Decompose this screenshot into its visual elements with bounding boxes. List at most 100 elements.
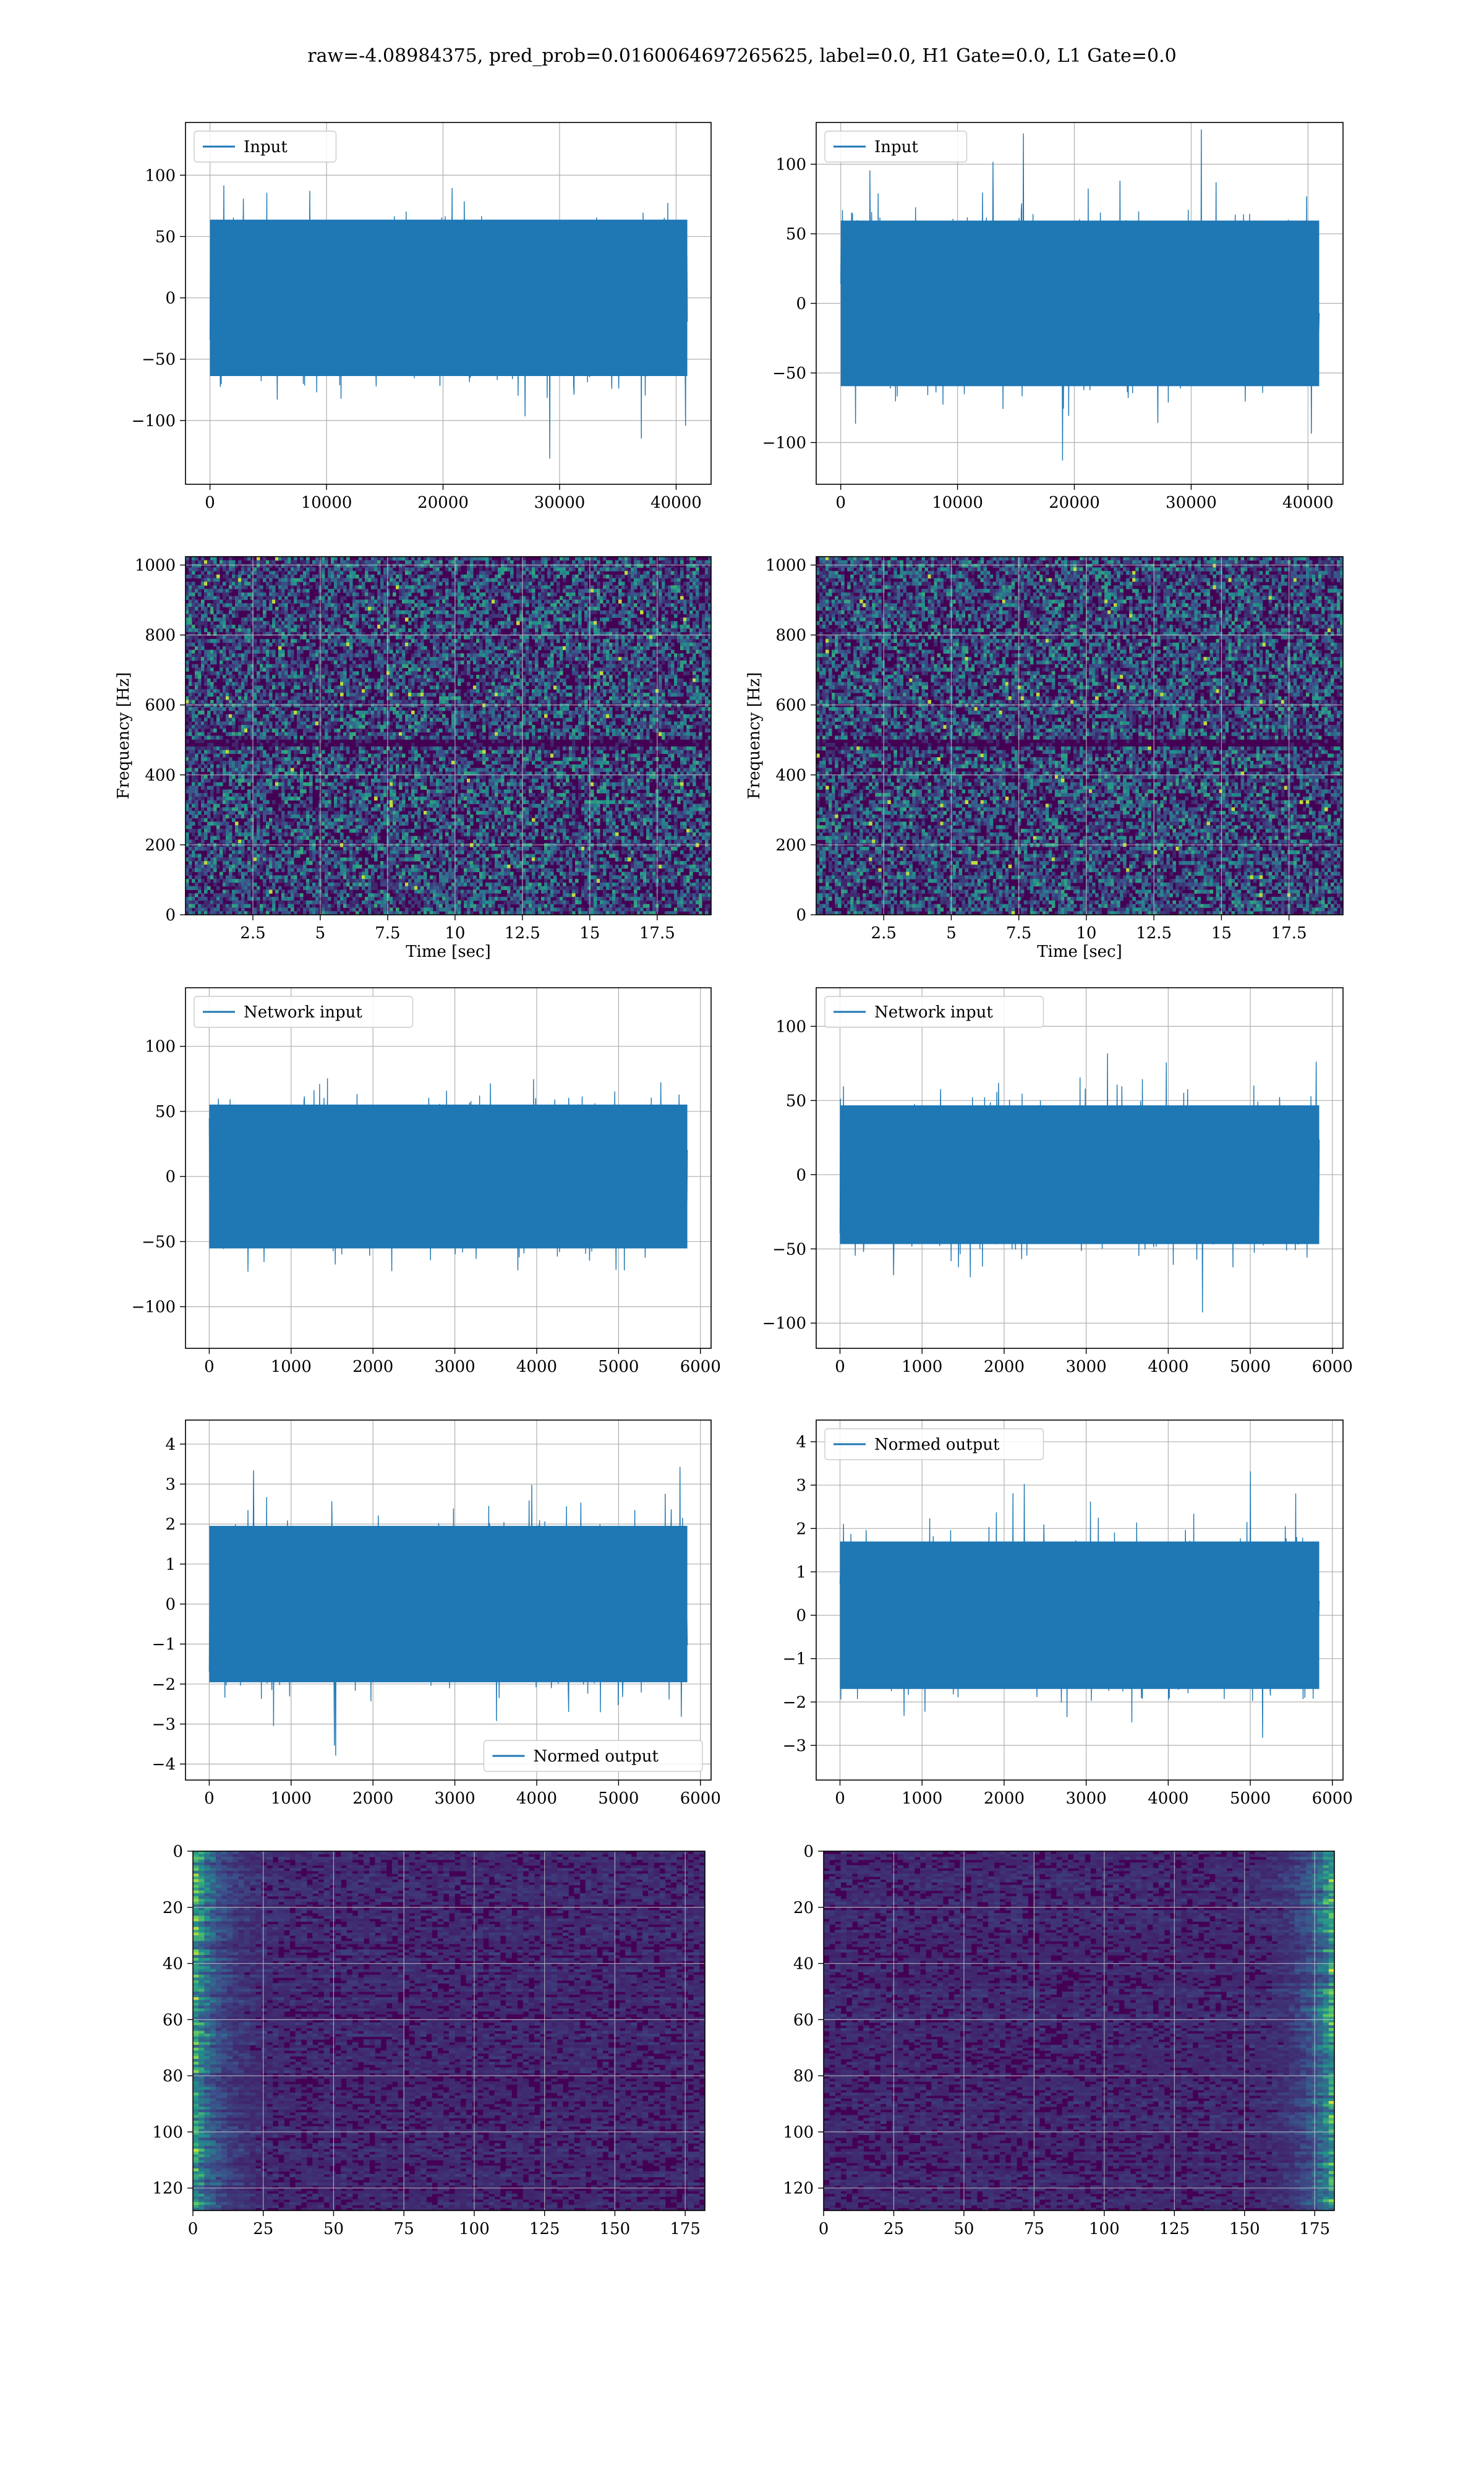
- h1-network-input-plot-area: [186, 988, 711, 1348]
- h1-features-xtick-label: 0: [188, 2220, 198, 2238]
- h1-spectrogram-cells: [186, 557, 711, 915]
- h1-spectrogram-xlabel: Time [sec]: [406, 943, 491, 961]
- l1-normed-output-legend: Normed output: [824, 1428, 1044, 1460]
- l1-input-xtick-label: 10000: [932, 494, 983, 512]
- l1-spectrogram-xtick-label: 10: [1076, 924, 1096, 943]
- l1-network-input-plot-area: [816, 988, 1343, 1348]
- l1-network-input-xtick-label: 0: [835, 1358, 845, 1376]
- l1-input-xtick-label: 20000: [1049, 494, 1100, 512]
- h1-features-xtick-label: 50: [323, 2220, 344, 2238]
- h1-features-cells: [193, 1851, 705, 2211]
- h1-normed-output-series-band: [209, 1526, 688, 1682]
- l1-spectrogram-xtick-label: 17.5: [1271, 924, 1307, 943]
- h1-features-xtick-label: 175: [670, 2220, 701, 2238]
- l1-normed-output-xtick-label: 3000: [1066, 1789, 1107, 1808]
- l1-network-input-legend-label: Network input: [874, 1003, 993, 1022]
- h1-network-input-xtick-label: 6000: [680, 1358, 721, 1376]
- h1-spectrogram-ytick-label: 800: [145, 627, 176, 645]
- h1-features-ytick-label: 80: [163, 2067, 183, 2086]
- l1-network-input-panel: 0 1000 2000 3000 4000 5000 6000 −100 −50 0 50 100 Ne…: [762, 987, 1353, 1376]
- l1-input-xtick-label: 0: [835, 494, 846, 512]
- h1-network-input-xtick-label: 2000: [352, 1358, 393, 1376]
- l1-spectrogram-ytick-label: 1000: [765, 557, 806, 575]
- l1-spectrogram-cells: [816, 557, 1343, 915]
- l1-features-ytick-label: 80: [793, 2067, 814, 2086]
- l1-network-input-legend: Network input: [824, 996, 1044, 1028]
- h1-normed-output-xtick-label: 3000: [435, 1789, 475, 1808]
- l1-features-xtick-label: 125: [1159, 2220, 1190, 2238]
- l1-normed-output-legend-label: Normed output: [874, 1436, 1000, 1454]
- l1-normed-output-ytick-label: 1: [796, 1563, 806, 1582]
- l1-input-xtick-label: 40000: [1282, 494, 1334, 512]
- l1-input-ytick-label: 100: [775, 156, 806, 174]
- h1-features-ytick-label: 60: [163, 2011, 183, 2029]
- h1-spectrogram-xtick-label: 10: [445, 924, 465, 943]
- h1-input-legend: Input: [194, 131, 337, 163]
- l1-spectrogram-ytick-label: 600: [775, 696, 806, 715]
- h1-features-ytick-label: 100: [152, 2123, 183, 2142]
- h1-spectrogram-ytick-label: 1000: [135, 557, 176, 575]
- l1-normed-output-xtick-label: 5000: [1230, 1789, 1271, 1808]
- l1-features-panel: 0 25 50 75 100 125 150 175 0 20 40 60 80 100 120: [783, 1843, 1335, 2238]
- l1-network-input-ytick-label: −100: [762, 1314, 806, 1333]
- l1-input-plot-area: [816, 122, 1343, 484]
- h1-input-ytick-label: −100: [132, 412, 176, 430]
- figure-title: raw=-4.08984375, pred_prob=0.01600646972…: [307, 45, 1176, 67]
- l1-features-plot-area: [824, 1851, 1334, 2211]
- h1-spectrogram-xtick-label: 15: [579, 924, 600, 943]
- l1-features-ytick-label: 60: [793, 2011, 814, 2029]
- h1-input-ytick-label: 100: [145, 166, 176, 185]
- h1-normed-output-ytick-label: −1: [152, 1635, 176, 1654]
- l1-normed-output-xtick-label: 1000: [902, 1789, 942, 1808]
- h1-features-ytick-label: 20: [163, 1899, 183, 1917]
- h1-network-input-ytick-label: −50: [142, 1233, 176, 1251]
- h1-normed-output-ytick-label: −3: [152, 1715, 176, 1734]
- h1-normed-output-legend-label: Normed output: [534, 1747, 659, 1766]
- l1-normed-output-ytick-label: 2: [796, 1520, 806, 1538]
- l1-spectrogram-xtick-label: 12.5: [1136, 924, 1172, 943]
- h1-network-input-xtick-label: 4000: [516, 1358, 557, 1376]
- l1-spectrogram-plot-area: [816, 557, 1343, 915]
- l1-normed-output-ytick-label: 3: [796, 1476, 806, 1495]
- h1-features-xtick-label: 75: [394, 2220, 414, 2238]
- l1-spectrogram-panel: 2.5 5 7.5 10 12.5 15 17.5 0 200 400 600 800 1000 Time…: [745, 556, 1344, 961]
- l1-normed-output-xtick-label: 4000: [1148, 1789, 1188, 1808]
- l1-spectrogram-ylabel: Frequency [Hz]: [745, 672, 764, 800]
- l1-features-xtick-label: 0: [819, 2220, 829, 2238]
- l1-normed-output-xtick-label: 0: [835, 1789, 845, 1808]
- h1-normed-output-ytick-label: 4: [165, 1436, 176, 1454]
- h1-input-legend-label: Input: [244, 138, 288, 156]
- h1-spectrogram-xtick-label: 2.5: [240, 924, 265, 943]
- h1-normed-output-legend: Normed output: [483, 1740, 703, 1772]
- h1-network-input-frame: [185, 987, 712, 1349]
- h1-network-input-legend: Network input: [194, 996, 414, 1028]
- l1-features-xtick-label: 50: [953, 2220, 974, 2238]
- h1-normed-output-ytick-label: −2: [152, 1676, 176, 1694]
- h1-normed-output-ytick-label: 2: [165, 1515, 176, 1534]
- h1-spectrogram-panel: 2.5 5 7.5 10 12.5 15 17.5 0 200 400 600 800 1000 Time…: [114, 556, 712, 961]
- h1-normed-output-plot-area: [186, 1420, 711, 1780]
- h1-normed-output-ytick-label: 1: [165, 1556, 176, 1574]
- l1-input-ytick-label: −100: [762, 434, 806, 453]
- h1-spectrogram-ylabel: Frequency [Hz]: [114, 672, 133, 800]
- h1-spectrogram-ytick-label: 600: [145, 696, 176, 715]
- h1-features-xtick-label: 25: [253, 2220, 273, 2238]
- l1-spectrogram-ytick-label: 800: [775, 627, 806, 645]
- h1-normed-output-xtick-label: 6000: [680, 1789, 721, 1808]
- l1-spectrogram-xlabel: Time [sec]: [1037, 943, 1122, 961]
- h1-input-xtick-label: 10000: [301, 494, 352, 512]
- l1-spectrogram-xtick-label: 2.5: [871, 924, 897, 943]
- h1-network-input-ytick-label: −100: [132, 1298, 176, 1317]
- h1-network-input-ytick-label: 50: [155, 1103, 176, 1121]
- h1-normed-output-ytick-label: 3: [165, 1475, 176, 1494]
- l1-features-xtick-label: 75: [1024, 2220, 1044, 2238]
- h1-spectrogram-xtick-label: 12.5: [505, 924, 540, 943]
- l1-network-input-xtick-label: 3000: [1066, 1358, 1107, 1376]
- l1-network-input-xtick-label: 5000: [1230, 1358, 1271, 1376]
- h1-input-plot-area: [186, 122, 711, 484]
- h1-normed-output-xtick-label: 0: [204, 1789, 215, 1808]
- h1-normed-output-panel: 0 1000 2000 3000 4000 5000 6000 −4 −3 −2 −1 0 1 2 3 4 No…: [152, 1419, 721, 1808]
- l1-normed-output-frame: [816, 1419, 1344, 1781]
- l1-features-cells: [824, 1851, 1334, 2211]
- h1-spectrogram-frame: [185, 556, 712, 915]
